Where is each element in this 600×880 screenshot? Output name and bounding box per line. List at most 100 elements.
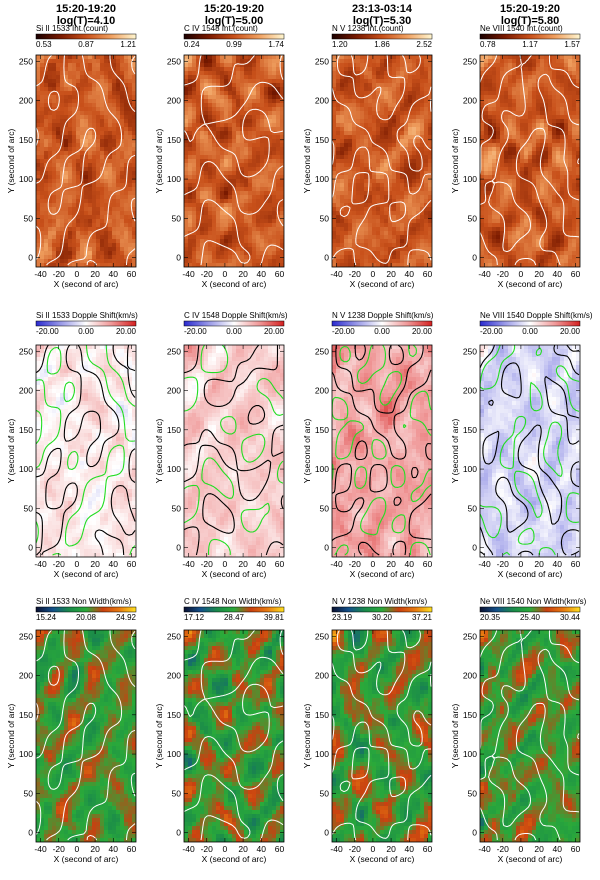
- y-axis-label: Y (second of arc): [450, 704, 460, 769]
- x-tick-label: 20: [386, 269, 396, 279]
- y-tick-label: 200: [315, 671, 329, 681]
- y-tick-label: 250: [463, 56, 477, 66]
- x-tick-label: -40: [330, 559, 343, 569]
- map-image: [184, 630, 284, 842]
- contour-green: [184, 345, 284, 556]
- y-tick-label: 150: [167, 135, 181, 145]
- y-tick-label: 50: [320, 213, 330, 223]
- x-tick-label: 60: [571, 269, 581, 279]
- x-tick-label: 40: [553, 559, 563, 569]
- y-tick-label: 250: [167, 56, 181, 66]
- colorbar-tick: 2.52: [416, 40, 432, 49]
- colorbar-tick: 20.00: [560, 327, 581, 336]
- colorbar-tick: 1.20: [332, 40, 348, 49]
- x-tick-label: -40: [34, 844, 47, 854]
- y-tick-label: 150: [463, 425, 477, 435]
- x-tick-label: 0: [371, 844, 376, 854]
- y-tick-label: 250: [315, 346, 329, 356]
- colorbar: [479, 320, 581, 327]
- y-tick-label: 150: [315, 425, 329, 435]
- contour-green: [480, 345, 580, 556]
- colorbar-tick: 28.47: [224, 613, 245, 622]
- y-tick-label: 150: [315, 710, 329, 720]
- y-tick-label: 0: [324, 543, 329, 553]
- x-tick-label: 60: [275, 269, 285, 279]
- column-logt-0: log(T)=4.10: [57, 15, 115, 27]
- y-tick-label: 250: [19, 631, 33, 641]
- y-tick-label: 0: [28, 543, 33, 553]
- panel-frame: [183, 344, 285, 558]
- y-tick-label: 50: [468, 503, 478, 513]
- contour-white: [332, 55, 432, 266]
- y-tick-label: 250: [19, 346, 33, 356]
- column-time-0: 15:20-19:20: [56, 3, 116, 15]
- panel-frame: [183, 54, 285, 268]
- x-tick-label: 60: [571, 844, 581, 854]
- x-tick-label: 40: [109, 559, 119, 569]
- x-tick-label: 0: [75, 559, 80, 569]
- colorbar-tick: 25.40: [520, 613, 541, 622]
- colorbar-label: N V 1238 Dopple Shift(km/s): [332, 311, 434, 320]
- y-tick-label: 150: [167, 425, 181, 435]
- x-tick-label: 0: [371, 559, 376, 569]
- panel-doppler-2: N V 1238 Dopple Shift(km/s) -20.00 0.00 20.…: [302, 311, 434, 579]
- colorbar: [183, 320, 285, 327]
- colorbar-tick: 0.53: [36, 40, 52, 49]
- colorbar-label: Ne VIII 1540 Dopple Shift(km/s): [480, 311, 593, 320]
- y-tick-label: 50: [24, 213, 34, 223]
- colorbar: [479, 33, 581, 40]
- y-tick-label: 0: [28, 828, 33, 838]
- map-image: [36, 345, 136, 557]
- panel-width-0: Si II 1533 Non Width(km/s) 15.24 20.08 24.9…: [6, 597, 137, 864]
- contour-dark: [480, 345, 580, 556]
- colorbar: [331, 320, 433, 327]
- colorbar: [183, 606, 285, 613]
- map-image: [332, 345, 432, 557]
- colorbar: [331, 33, 433, 40]
- contour-white: [184, 55, 284, 266]
- y-tick-label: 150: [19, 425, 33, 435]
- column-logt-2: log(T)=5.30: [353, 15, 411, 27]
- panel-width-3: Ne VIII 1540 Non Width(km/s) 20.35 25.40 30…: [450, 597, 587, 864]
- x-tick-label: 0: [519, 269, 524, 279]
- colorbar-label: N V 1238 Non Width(km/s): [332, 597, 427, 606]
- panel-width-1: C IV 1548 Non Width(km/s) 17.12 28.47 39.81…: [154, 597, 285, 864]
- y-tick-label: 200: [19, 96, 33, 106]
- x-tick-label: -40: [182, 559, 195, 569]
- contour-white: [36, 55, 136, 266]
- contour-green: [332, 345, 432, 556]
- y-tick-label: 150: [315, 135, 329, 145]
- panel-frame: [479, 54, 581, 268]
- column-logt-3: log(T)=5.80: [501, 15, 559, 27]
- colorbar-tick: 30.20: [372, 613, 393, 622]
- x-tick-label: 0: [371, 269, 376, 279]
- y-tick-label: 150: [463, 135, 477, 145]
- map-image: [480, 345, 580, 557]
- x-axis-label: X (second of arc): [350, 854, 415, 864]
- y-tick-label: 250: [315, 631, 329, 641]
- y-axis-label: Y (second of arc): [302, 704, 312, 769]
- x-tick-label: -20: [53, 269, 66, 279]
- y-tick-label: 100: [315, 174, 329, 184]
- colorbar-tick: 37.21: [412, 613, 433, 622]
- x-tick-label: 0: [75, 269, 80, 279]
- contour-white: [36, 630, 136, 841]
- panel-intensity-1: C IV 1548 Int.(count) 0.24 0.99 1.74 -40 -20 0…: [154, 24, 285, 289]
- map-image: [332, 55, 432, 267]
- x-tick-label: 20: [238, 559, 248, 569]
- x-tick-label: -20: [497, 844, 510, 854]
- x-tick-label: 40: [109, 269, 119, 279]
- map-image: [480, 55, 580, 267]
- y-tick-label: 50: [320, 788, 330, 798]
- x-tick-label: 0: [223, 844, 228, 854]
- contour-dark: [184, 345, 284, 556]
- colorbar-tick: 1.74: [268, 40, 284, 49]
- y-tick-label: 50: [468, 788, 478, 798]
- colorbar-tick: 30.44: [560, 613, 581, 622]
- x-tick-label: -20: [349, 269, 362, 279]
- panel-intensity-0: Si II 1533 Int.(count) 0.53 0.87 1.21 -40 -20…: [6, 24, 137, 289]
- x-tick-label: 60: [423, 844, 433, 854]
- colorbar-label: Ne VIII 1540 Non Width(km/s): [480, 597, 587, 606]
- colorbar-label: C IV 1548 Int.(count): [184, 24, 258, 33]
